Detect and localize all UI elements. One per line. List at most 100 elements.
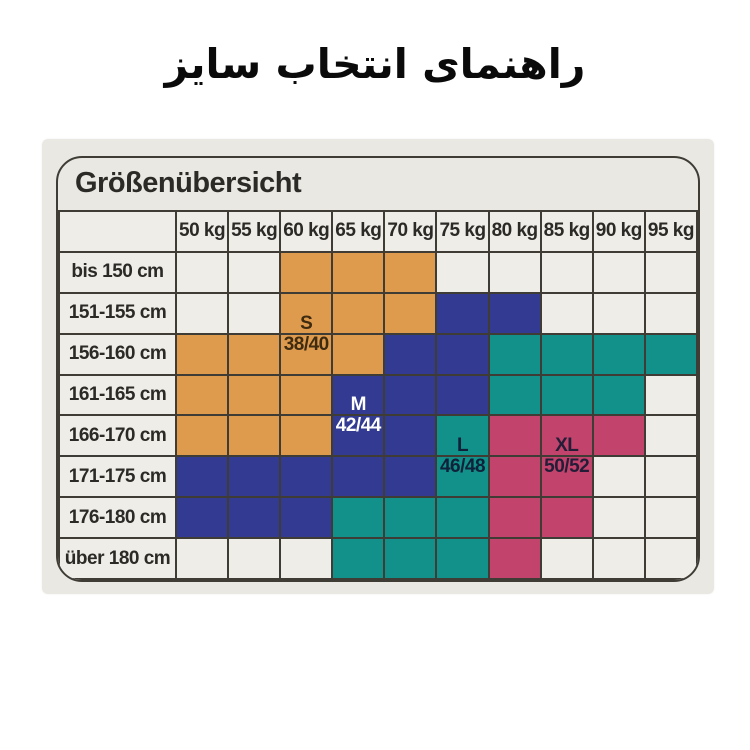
weight-col-header: 80 kg xyxy=(487,210,542,253)
empty-cell xyxy=(591,455,646,499)
size-cell-XL xyxy=(539,496,594,539)
height-row-header: 161-165 cm xyxy=(58,373,177,417)
size-cell-S xyxy=(331,291,386,335)
size-cell-L xyxy=(435,496,490,539)
page-title: راهنمای انتخاب سایز xyxy=(164,40,586,88)
empty-cell xyxy=(591,291,646,335)
size-cell-S xyxy=(174,414,230,458)
empty-cell xyxy=(643,455,698,499)
empty-cell xyxy=(643,496,698,539)
empty-cell xyxy=(643,537,698,580)
size-cell-M xyxy=(331,373,386,417)
size-cell-M xyxy=(227,496,282,539)
size-chart-panel: Größenübersicht 50 kg 55 kg 60 kg 65 kg 70 k… xyxy=(56,156,700,582)
weight-col-header: 75 kg xyxy=(435,210,490,253)
height-row-header: 151-155 cm xyxy=(58,291,177,335)
size-cell-S xyxy=(174,373,230,417)
size-cell-M xyxy=(487,291,542,335)
size-cell-S xyxy=(227,332,282,376)
size-cell-M xyxy=(383,373,438,417)
size-cell-L xyxy=(331,496,386,539)
size-cell-L xyxy=(383,537,438,580)
height-row-header: 176-180 cm xyxy=(58,496,177,539)
size-cell-XL xyxy=(487,414,542,458)
empty-cell xyxy=(279,537,334,580)
size-cell-S xyxy=(279,250,334,294)
weight-col-header: 95 kg xyxy=(643,210,698,253)
empty-cell xyxy=(174,291,230,335)
height-row-header: 166-170 cm xyxy=(58,414,177,458)
size-cell-M xyxy=(435,332,490,376)
empty-cell xyxy=(643,250,698,294)
size-table-area: 50 kg 55 kg 60 kg 65 kg 70 kg 75 kg 80 kg 85 kg… xyxy=(58,210,698,580)
size-cell-S xyxy=(279,291,334,335)
corner-cell xyxy=(58,210,177,253)
empty-cell xyxy=(227,250,282,294)
size-cell-L xyxy=(539,332,594,376)
size-cell-S xyxy=(227,414,282,458)
height-row-header: 171-175 cm xyxy=(58,455,177,499)
size-cell-XL xyxy=(591,414,646,458)
size-cell-S xyxy=(279,332,334,376)
height-row-header: über 180 cm xyxy=(58,537,177,580)
weight-col-header: 90 kg xyxy=(591,210,646,253)
size-cell-M xyxy=(174,496,230,539)
size-cell-L xyxy=(383,496,438,539)
size-cell-M xyxy=(383,455,438,499)
empty-cell xyxy=(539,250,594,294)
empty-cell xyxy=(643,373,698,417)
size-cell-M xyxy=(331,414,386,458)
size-cell-S xyxy=(331,250,386,294)
size-cell-L xyxy=(643,332,698,376)
empty-cell xyxy=(174,250,230,294)
empty-cell xyxy=(174,537,230,580)
size-cell-L xyxy=(487,373,542,417)
size-cell-M xyxy=(227,455,282,499)
size-cell-L xyxy=(435,455,490,499)
size-cell-S xyxy=(383,250,438,294)
weight-col-header: 50 kg xyxy=(174,210,230,253)
panel-title: Größenübersicht xyxy=(75,167,302,199)
size-cell-S xyxy=(383,291,438,335)
size-cell-L xyxy=(435,537,490,580)
height-row-header: 156-160 cm xyxy=(58,332,177,376)
size-chart-table: 50 kg 55 kg 60 kg 65 kg 70 kg 75 kg 80 kg 85 kg… xyxy=(58,210,698,580)
empty-cell xyxy=(591,496,646,539)
empty-cell xyxy=(539,291,594,335)
size-cell-XL xyxy=(539,455,594,499)
size-cell-S xyxy=(331,332,386,376)
size-cell-L xyxy=(487,332,542,376)
empty-cell xyxy=(227,537,282,580)
size-cell-XL xyxy=(487,537,542,580)
size-cell-M xyxy=(435,373,490,417)
empty-cell xyxy=(591,250,646,294)
height-row-header: bis 150 cm xyxy=(58,250,177,294)
size-cell-M xyxy=(383,414,438,458)
weight-col-header: 60 kg xyxy=(279,210,334,253)
size-cell-XL xyxy=(539,414,594,458)
size-cell-M xyxy=(331,455,386,499)
empty-cell xyxy=(643,414,698,458)
size-cell-L xyxy=(539,373,594,417)
empty-cell xyxy=(435,250,490,294)
size-cell-XL xyxy=(487,496,542,539)
size-cell-S xyxy=(174,332,230,376)
size-chart-card: Größenübersicht 50 kg 55 kg 60 kg 65 kg 70 k… xyxy=(42,139,714,594)
size-cell-M xyxy=(279,455,334,499)
size-cell-M xyxy=(435,291,490,335)
weight-col-header: 65 kg xyxy=(331,210,386,253)
weight-col-header: 85 kg xyxy=(539,210,594,253)
size-cell-L xyxy=(435,414,490,458)
empty-cell xyxy=(227,291,282,335)
empty-cell xyxy=(643,291,698,335)
weight-col-header: 55 kg xyxy=(227,210,282,253)
weight-col-header: 70 kg xyxy=(383,210,438,253)
size-cell-L xyxy=(591,373,646,417)
size-cell-S xyxy=(279,414,334,458)
empty-cell xyxy=(487,250,542,294)
empty-cell xyxy=(591,537,646,580)
size-cell-L xyxy=(591,332,646,376)
size-cell-XL xyxy=(487,455,542,499)
size-cell-M xyxy=(174,455,230,499)
